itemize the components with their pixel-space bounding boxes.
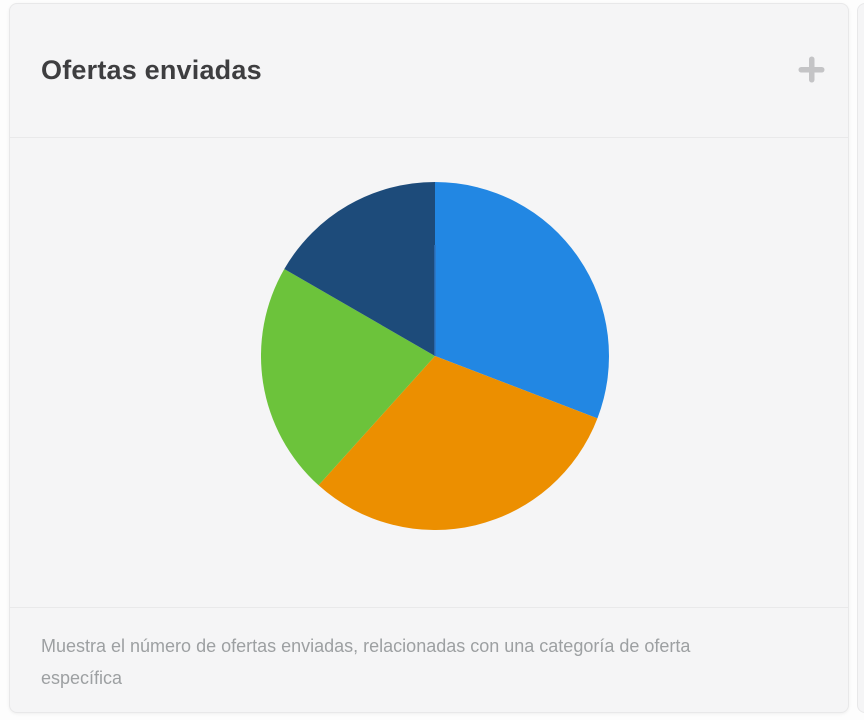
widget-title: Ofertas enviadas	[41, 55, 262, 85]
add-widget-button[interactable]	[794, 54, 828, 88]
pie-slice-1[interactable]	[435, 182, 609, 419]
widget-footer: Muestra el número de ofertas enviadas, r…	[10, 607, 848, 694]
ofertas-enviadas-widget: Ofertas enviadas Muestra el número de of…	[9, 3, 849, 713]
pie-slice-2[interactable]	[318, 356, 598, 530]
pie-chart[interactable]	[261, 182, 609, 530]
plus-icon	[796, 54, 827, 88]
pie-slice-3[interactable]	[261, 269, 435, 486]
widget-description: Muestra el número de ofertas enviadas, r…	[41, 636, 691, 688]
pie-slice-4[interactable]	[284, 182, 435, 356]
adjacent-widget-edge	[857, 3, 864, 713]
chart-area	[10, 138, 848, 607]
widget-header: Ofertas enviadas	[10, 4, 848, 138]
